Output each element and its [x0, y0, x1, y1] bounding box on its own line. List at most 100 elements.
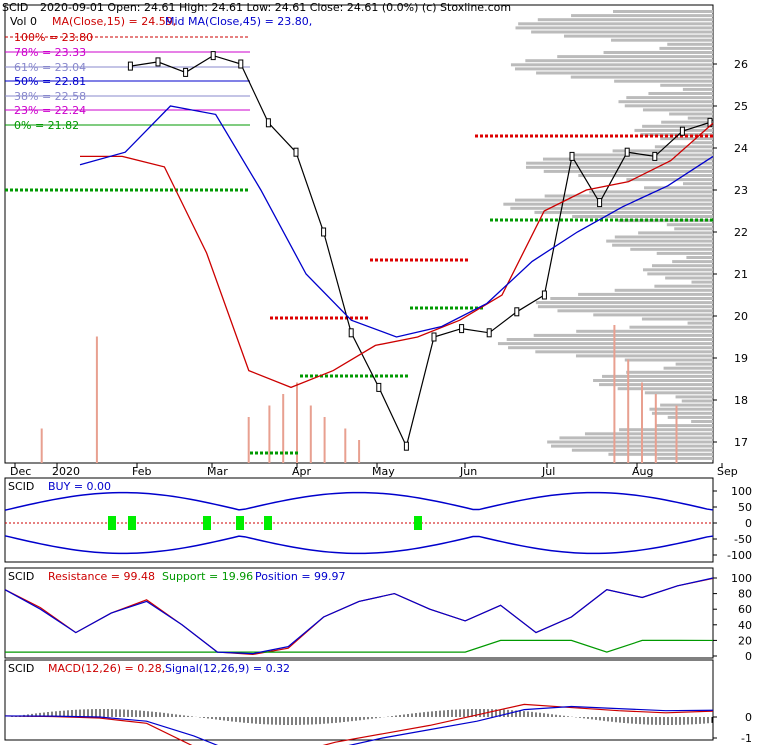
volume-profile-bar: [682, 182, 713, 186]
macd-y-tick-label: 0: [745, 711, 752, 724]
price-candle: [514, 307, 520, 317]
price-candle: [486, 328, 492, 338]
volume-profile-bar: [589, 190, 713, 194]
volume-profile-bar: [603, 51, 713, 54]
volume-bar: [627, 359, 630, 463]
y-tick-label: 17: [734, 436, 748, 449]
volume-profile-bar: [510, 206, 713, 210]
volume-bar: [95, 336, 98, 463]
volume-profile-bar: [648, 92, 713, 95]
rsp-header-resistance: Resistance = 99.48: [48, 570, 155, 583]
volume-bar: [654, 394, 657, 463]
macd-header-symbol: SCID: [8, 662, 34, 675]
volume-bar: [323, 417, 326, 463]
fib-level-label: 0% = 21.82: [14, 119, 79, 132]
y-tick-label: 23: [734, 184, 748, 197]
macd-indicator: 0-1-2: [4, 703, 752, 745]
fib-level-label: 23% = 22.24: [14, 104, 86, 117]
volume-bar: [358, 440, 361, 463]
volume-bar: [247, 417, 250, 463]
volume-profile-bar: [551, 444, 713, 448]
volume-profile-bar: [614, 79, 713, 83]
volume-profile-bar: [612, 149, 713, 153]
volume-profile-bar: [675, 395, 713, 399]
buy-upper-band: [4, 491, 714, 511]
macd-line: [4, 703, 714, 745]
buy-marker: [203, 516, 211, 530]
volume-profile-bar: [672, 260, 713, 264]
rsp-y-tick-label: 80: [738, 588, 752, 601]
volume-profile-bar: [533, 333, 713, 337]
volume-profile-bar: [675, 362, 713, 366]
volume-profile-bar: [630, 247, 713, 251]
volume-profile-bar: [659, 46, 713, 50]
volume-profile-bar: [606, 239, 713, 243]
volume-profile-bar: [506, 338, 713, 341]
volume-profile-bar: [510, 63, 713, 67]
volume-profile-bar: [691, 280, 713, 284]
volume-profile-bar: [514, 67, 713, 71]
volume-profile-bar: [663, 366, 713, 370]
buy-panel-frame: [4, 477, 714, 563]
volume-bar: [641, 382, 643, 463]
volume-profile-bar: [687, 116, 713, 120]
rsp-y-tick-label: 0: [745, 650, 752, 663]
volume-profile-bar: [593, 313, 713, 317]
price-candle: [541, 290, 547, 300]
volume-profile-bar: [537, 305, 713, 309]
price-candle: [348, 328, 354, 338]
price-candle: [376, 382, 382, 392]
volume-bar: [296, 382, 298, 463]
volume-profile-bar: [656, 251, 713, 255]
volume-profile-bar: [691, 141, 713, 145]
volume-profile-bar: [557, 309, 713, 313]
volume-bar: [268, 405, 271, 463]
price-candle: [265, 118, 271, 128]
volume-profile-bar: [654, 284, 713, 288]
buy-y-tick-label: 100: [731, 485, 752, 498]
main-header-vol: Vol 0: [10, 15, 37, 28]
price-line: [130, 54, 711, 448]
rsp-y-tick-label: 100: [731, 572, 752, 585]
volume-profile-bar: [557, 55, 713, 59]
price-candle: [293, 147, 299, 157]
buy-header-symbol: SCID: [8, 480, 34, 493]
volume-profile-bar: [624, 104, 713, 108]
volume-profile-bar: [644, 186, 713, 190]
volume-profile-bar: [497, 342, 713, 346]
volume-bar: [344, 428, 347, 463]
volume-profile-bar: [525, 59, 713, 63]
volume-profile-bar: [642, 268, 713, 272]
volume-profile-bar: [547, 440, 713, 444]
volume-profile-bar: [619, 428, 713, 432]
volume-profile-bar: [660, 137, 713, 141]
x-tick-label: Apr: [292, 465, 312, 478]
y-tick-label: 24: [734, 142, 748, 155]
volume-profile-bar: [515, 198, 713, 202]
volume-profile-bar: [669, 112, 713, 116]
volume-profile-bar: [617, 387, 713, 391]
volume-profile-bar: [535, 301, 713, 305]
buy-marker: [128, 516, 136, 530]
rsp-y-tick-label: 20: [738, 634, 752, 647]
x-tick-label: Dec: [10, 465, 31, 478]
x-tick-label: Mar: [207, 465, 228, 478]
price-candle: [459, 324, 465, 334]
volume-profile-bar: [656, 424, 713, 428]
ma-short-line: [80, 122, 714, 389]
price-candle: [403, 441, 409, 451]
volume-profile-bar: [534, 210, 713, 214]
x-tick-label: Aug: [632, 465, 653, 478]
y-tick-label: 26: [734, 58, 748, 71]
volume-profile-bar: [691, 420, 713, 423]
x-tick-label: 2020: [52, 465, 80, 478]
volume-bar: [675, 405, 678, 463]
volume-profile-bar: [531, 30, 713, 34]
volume-profile-bar: [651, 264, 713, 268]
y-tick-label: 20: [734, 310, 748, 323]
price-candle: [652, 151, 658, 161]
buy-marker: [414, 516, 422, 530]
volume-profile-bar: [654, 145, 713, 149]
